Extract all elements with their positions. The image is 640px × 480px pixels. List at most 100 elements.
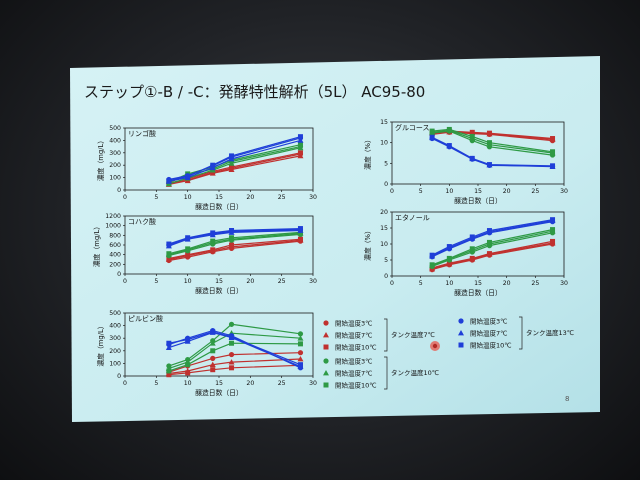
y-tick-label: 400 xyxy=(109,323,121,330)
y-axis-label: 濃度（mg/L） xyxy=(96,322,105,366)
legend-tank13: 開始温度3℃ 開始温度7℃ 開始温度10℃ タンク温度13℃ xyxy=(458,317,574,350)
data-point xyxy=(297,137,304,143)
y-tick-label: 0 xyxy=(384,273,388,280)
legend-tank7: 開始温度3℃ 開始温度7℃ 開始温度10℃ タンク温度7℃ xyxy=(323,319,435,352)
data-point xyxy=(550,136,556,142)
data-point xyxy=(297,355,304,362)
x-tick-label: 30 xyxy=(560,188,568,195)
legend-label: 開始温度3℃ xyxy=(470,317,507,326)
data-point xyxy=(228,351,235,358)
y-axis-label: 濃度（mg/L） xyxy=(96,137,105,181)
data-point xyxy=(210,238,216,244)
series-blue-square xyxy=(166,134,303,184)
x-tick-label: 20 xyxy=(246,278,254,285)
series-red-square xyxy=(166,236,303,262)
y-tick-label: 300 xyxy=(109,335,121,342)
data-point xyxy=(297,341,303,347)
series-green-square xyxy=(166,340,303,374)
y-tick-label: 1000 xyxy=(105,223,121,230)
data-point xyxy=(550,149,556,155)
data-point xyxy=(486,162,492,168)
data-point xyxy=(486,130,492,136)
x-tick-label: 0 xyxy=(123,194,127,201)
series-blue-square xyxy=(429,217,556,258)
data-point xyxy=(297,331,304,337)
x-tick-label: 5 xyxy=(419,188,423,195)
slide-page-number: 8 xyxy=(565,395,569,403)
chart-succinic: コハク酸 0 5 10 15 20 25 30 0 200 400 600 800 1000 1200 醸造日… xyxy=(92,213,317,295)
data-point xyxy=(469,129,475,135)
data-point xyxy=(550,238,556,244)
data-point xyxy=(297,362,303,368)
x-tick-label: 5 xyxy=(154,278,158,285)
data-point xyxy=(185,246,191,252)
data-point xyxy=(166,241,172,247)
data-point xyxy=(210,348,216,354)
slide-title: ステップ①-B / -C：発酵特性解析（5L） AC95-80 xyxy=(84,83,425,101)
y-axis-label: 濃度（%） xyxy=(363,227,372,261)
legend-marker xyxy=(458,318,464,324)
data-point xyxy=(297,144,304,151)
data-point xyxy=(297,152,304,159)
x-axis-label: 醸造日数（日） xyxy=(195,388,243,397)
x-tick-label: 25 xyxy=(278,278,286,285)
x-tick-label: 15 xyxy=(474,280,482,287)
y-tick-label: 10 xyxy=(380,241,388,248)
data-point xyxy=(209,361,216,368)
y-axis-label: 濃度（mg/L） xyxy=(92,223,101,267)
data-point xyxy=(229,153,235,159)
y-tick-label: 600 xyxy=(109,242,121,249)
legend-label: 開始温度3℃ xyxy=(335,319,372,328)
y-tick-label: 200 xyxy=(109,162,121,169)
y-tick-label: 0 xyxy=(117,187,121,194)
legend-label: 開始温度7℃ xyxy=(470,329,507,338)
data-point xyxy=(550,163,556,169)
y-tick-label: 100 xyxy=(109,175,121,182)
data-point xyxy=(446,255,452,261)
data-point xyxy=(210,355,216,361)
legend-bracket-label: タンク温度7℃ xyxy=(391,330,435,339)
y-tick-label: 500 xyxy=(109,125,121,132)
x-tick-label: 30 xyxy=(309,380,317,387)
y-tick-label: 10 xyxy=(380,140,388,147)
y-tick-label: 800 xyxy=(109,232,121,239)
data-point xyxy=(166,251,172,257)
data-point xyxy=(185,235,191,241)
x-tick-label: 0 xyxy=(390,280,394,287)
legend-marker xyxy=(458,330,464,336)
data-point xyxy=(446,244,452,250)
y-tick-label: 200 xyxy=(109,348,121,355)
x-tick-label: 30 xyxy=(309,194,317,201)
data-point xyxy=(429,128,435,134)
x-tick-label: 15 xyxy=(474,188,482,195)
y-tick-label: 1200 xyxy=(105,213,121,220)
x-tick-label: 20 xyxy=(503,188,511,195)
data-point xyxy=(446,260,452,266)
data-point xyxy=(486,251,492,257)
data-point xyxy=(210,247,216,253)
y-axis-label: 濃度（%） xyxy=(363,136,372,170)
legend-label: 開始温度10℃ xyxy=(335,381,377,390)
legend-marker xyxy=(323,344,329,350)
data-point xyxy=(486,228,492,234)
data-point xyxy=(185,370,191,376)
data-point xyxy=(166,340,172,346)
data-point xyxy=(228,359,235,365)
data-point xyxy=(229,235,235,241)
y-tick-label: 100 xyxy=(109,360,121,367)
data-point xyxy=(469,255,475,261)
data-point xyxy=(210,367,216,373)
data-point xyxy=(229,228,235,233)
x-tick-label: 10 xyxy=(445,280,453,287)
y-tick-label: 5 xyxy=(384,257,388,264)
data-point xyxy=(469,133,475,139)
data-point xyxy=(550,227,556,233)
x-tick-label: 30 xyxy=(309,278,317,285)
x-tick-label: 10 xyxy=(184,380,192,387)
legend-tank10: 開始温度3℃ 開始温度7℃ 開始温度10℃ タンク温度10℃ xyxy=(323,357,439,390)
